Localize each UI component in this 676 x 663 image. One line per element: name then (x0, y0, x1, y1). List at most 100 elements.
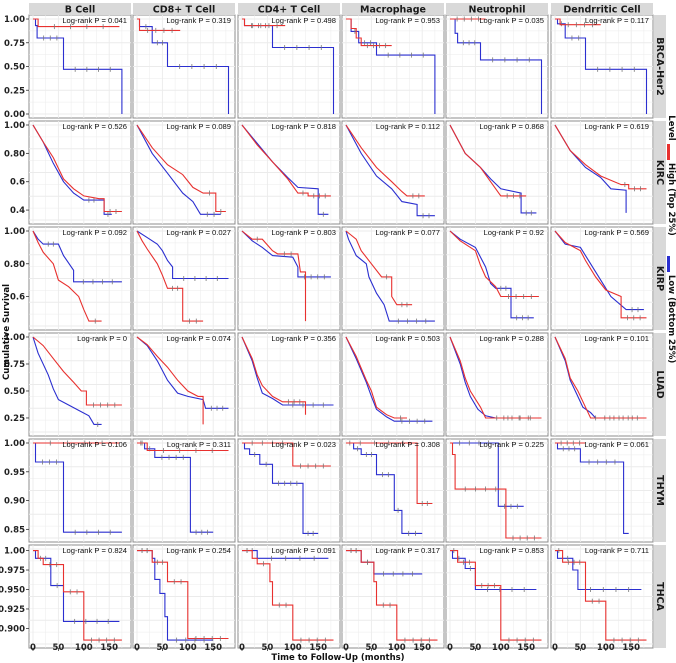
x-tick-label: 150 (204, 643, 222, 653)
km-panel: Log-rank P = 0.091 (237, 544, 341, 649)
logrank-p-value: Log-rank P = 0.254 (166, 546, 231, 555)
row-strip-label: THYM (654, 475, 665, 506)
row-strip-label: THCA (654, 582, 665, 611)
row-strip (654, 439, 666, 542)
km-panel: Log-rank P = 0.317 (341, 544, 445, 649)
km-curve-low (450, 18, 543, 114)
x-tick-label: 50 (156, 643, 168, 653)
km-curve-low (345, 336, 433, 422)
logrank-p-value: Log-rank P = 0.027 (166, 228, 231, 237)
logrank-p-value: Log-rank P = 0.074 (166, 334, 231, 343)
y-tick-label: 0.80 (4, 149, 25, 159)
y-tick-label: 1.00 (4, 121, 25, 131)
logrank-p-value: Log-rank P = 0.311 (167, 440, 231, 449)
km-panel: Log-rank P = 0.311 (132, 438, 236, 543)
y-tick-label: 1.00 (4, 439, 25, 449)
row-strip-label: LUAD (654, 370, 665, 398)
km-panel: Log-rank P = 0.569 (550, 226, 654, 331)
y-tick-label: 0.85 (4, 525, 25, 535)
y-axis-title: Cumulative Survival (2, 284, 12, 380)
row-strip-label: BRCA-Her2 (654, 37, 665, 96)
y-tick-label: 0.75 (4, 39, 25, 49)
row-strip (654, 121, 666, 224)
row-strip (654, 15, 666, 118)
km-curve-high (137, 18, 181, 31)
x-axis-title: Time to Follow-Up (months) (271, 653, 404, 663)
y-tick-label: 0.975 (0, 566, 25, 576)
km-curve-low (241, 336, 334, 406)
logrank-p-value: Log-rank P = 0.112 (376, 122, 440, 131)
km-curve-low (555, 550, 642, 591)
logrank-p-value: Log-rank P = 0.711 (585, 546, 649, 555)
y-tick-label: 1.00 (4, 333, 25, 343)
km-panel: Log-rank P = 0.498 (237, 14, 341, 119)
x-tick-label: 100 (388, 643, 406, 653)
logrank-p-value: Log-rank P = 0.498 (271, 16, 336, 25)
km-panel: Log-rank P = 0.868 (445, 120, 549, 225)
y-tick-label: 0.4 (10, 206, 25, 216)
km-panel: Log-rank P = 0.356 (237, 332, 341, 437)
x-tick-label: 50 (261, 643, 273, 653)
x-tick-label: 50 (469, 643, 481, 653)
km-curve-high (242, 442, 331, 467)
km-panel: Log-rank P = 0.853 (445, 544, 549, 649)
km-curve-high (346, 550, 438, 641)
row-strip-label: KIRP (654, 266, 665, 291)
km-panel: Log-rank P = 0.288 (445, 332, 549, 437)
x-tick-label: 150 (622, 643, 640, 653)
y-axis-ticks: 1.000.750.500.250.001.000.800.60.41.000.… (0, 15, 29, 634)
column-strip (551, 3, 653, 15)
y-tick-label: 1.00 (4, 15, 25, 25)
km-panel: Log-rank P = 0.526 (28, 120, 132, 225)
logrank-p-value: Log-rank P = 0.803 (271, 228, 336, 237)
column-strip (446, 3, 548, 15)
km-curve-high (32, 336, 122, 406)
km-panel: Log-rank P = 0.824 (28, 544, 132, 649)
km-curve-low (136, 336, 229, 409)
logrank-p-value: Log-rank P = 0 (77, 334, 127, 343)
km-panel: Log-rank P = 0.92 (445, 226, 549, 331)
logrank-p-value: Log-rank P = 0.853 (479, 546, 544, 555)
logrank-p-value: Log-rank P = 0.101 (584, 334, 649, 343)
column-strips: B Cell CD8+ T Cell CD4+ T Cell Macrophage Ne… (29, 3, 653, 16)
km-curve-high (242, 18, 286, 27)
x-tick-label: 100 (284, 643, 302, 653)
km-curve-high (346, 18, 392, 47)
logrank-p-value: Log-rank P = 0.117 (585, 16, 649, 25)
column-strip (29, 3, 131, 15)
y-tick-label: 1.00 (4, 227, 25, 237)
km-curve-high (137, 550, 229, 640)
y-tick-label: 0.80 (4, 260, 25, 270)
km-panel: Log-rank P = 0.092 (28, 226, 132, 331)
x-tick-label: 150 (309, 643, 327, 653)
x-axis-ticks: 0 50 100 150 0 50 100 150 0 50 100 150 0 50 100 150 0 50 1… (30, 643, 640, 653)
legend-label-low: Low (Bottom 25%) (666, 275, 676, 363)
x-tick-label: 50 (365, 643, 377, 653)
km-panel: Log-rank P = 0 (28, 332, 132, 437)
km-curve-high (554, 336, 647, 419)
km-panel: Log-rank P = 0.074 (132, 332, 236, 437)
km-curve-high (32, 124, 122, 213)
km-panel: Log-rank P = 0.117 (550, 14, 654, 119)
km-panel: Log-rank P = 0.112 (341, 120, 445, 225)
legend: Level High (Top 25%) Low (Bottom 25%) (666, 115, 676, 363)
km-curve-high (450, 442, 542, 539)
x-tick-label: 150 (517, 643, 535, 653)
km-panel: Log-rank P = 0.023 (237, 438, 341, 543)
panel-grid: Log-rank P = 0.041 Log-rank P = 0.319 Log-… (28, 14, 654, 649)
logrank-p-value: Log-rank P = 0.503 (375, 334, 440, 343)
km-curve-high (33, 18, 120, 28)
logrank-p-value: Log-rank P = 0.308 (375, 440, 440, 449)
column-strip (342, 3, 444, 15)
y-tick-label: 0.900 (0, 624, 25, 634)
row-strip (654, 227, 666, 330)
logrank-p-value: Log-rank P = 0.953 (375, 16, 440, 25)
row-strip (654, 333, 666, 436)
km-curve-high (554, 230, 647, 319)
legend-swatch-high (667, 144, 670, 160)
km-curve-high (345, 336, 407, 419)
x-tick-label: 0 (134, 643, 140, 653)
x-tick-label: 100 (492, 643, 510, 653)
x-tick-label: 50 (574, 643, 586, 653)
logrank-p-value: Log-rank P = 0.868 (479, 122, 544, 131)
